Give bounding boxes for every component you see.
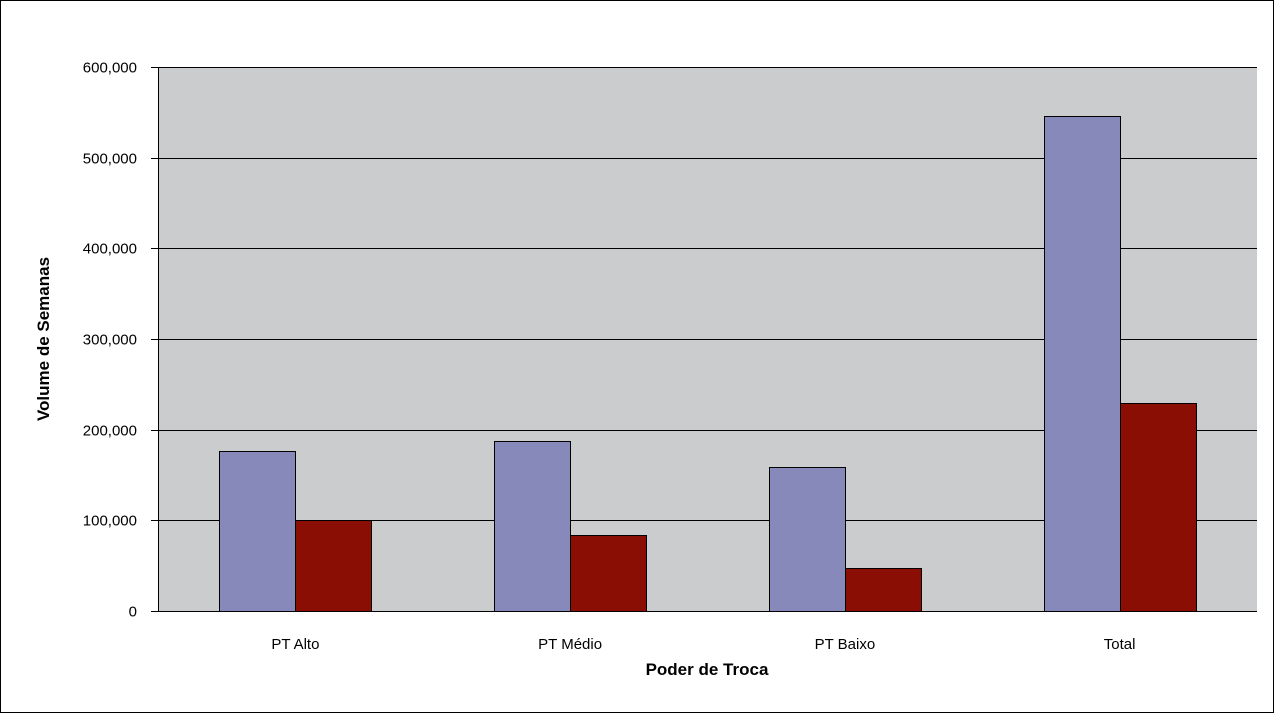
x-tick-label: PT Alto [271, 636, 319, 653]
y-tick-label: 500,000 [83, 151, 137, 168]
bar-series-1-2 [769, 467, 846, 612]
y-axis-title: Volume de Semanas [34, 257, 53, 421]
bar-series-2-2 [845, 568, 922, 612]
y-tick-label: 600,000 [83, 60, 137, 77]
y-tick-label: 0 [129, 604, 137, 621]
bar-series-2-3 [1120, 403, 1197, 612]
x-axis: PT Alto PT Médio PT Baixo Total [158, 611, 1257, 653]
bar-series-1-0 [219, 451, 296, 612]
bar-series-1-3 [1044, 116, 1121, 612]
y-tick-label: 300,000 [83, 332, 137, 349]
y-tick-label: 100,000 [83, 513, 137, 530]
x-tick-label: Total [1104, 636, 1136, 653]
bar-series-2-1 [570, 535, 647, 612]
y-axis: 0 100,000 200,000 300,000 400,000 500,000 600,… [83, 60, 159, 621]
y-tick-label: 400,000 [83, 241, 137, 258]
x-tick-label: PT Baixo [815, 636, 876, 653]
bars [219, 116, 1197, 612]
bar-series-1-1 [494, 441, 571, 612]
bar-series-2-0 [295, 520, 372, 612]
y-tick-label: 200,000 [83, 423, 137, 440]
x-axis-title: Poder de Troca [646, 660, 769, 679]
x-tick-label: PT Médio [538, 636, 602, 653]
